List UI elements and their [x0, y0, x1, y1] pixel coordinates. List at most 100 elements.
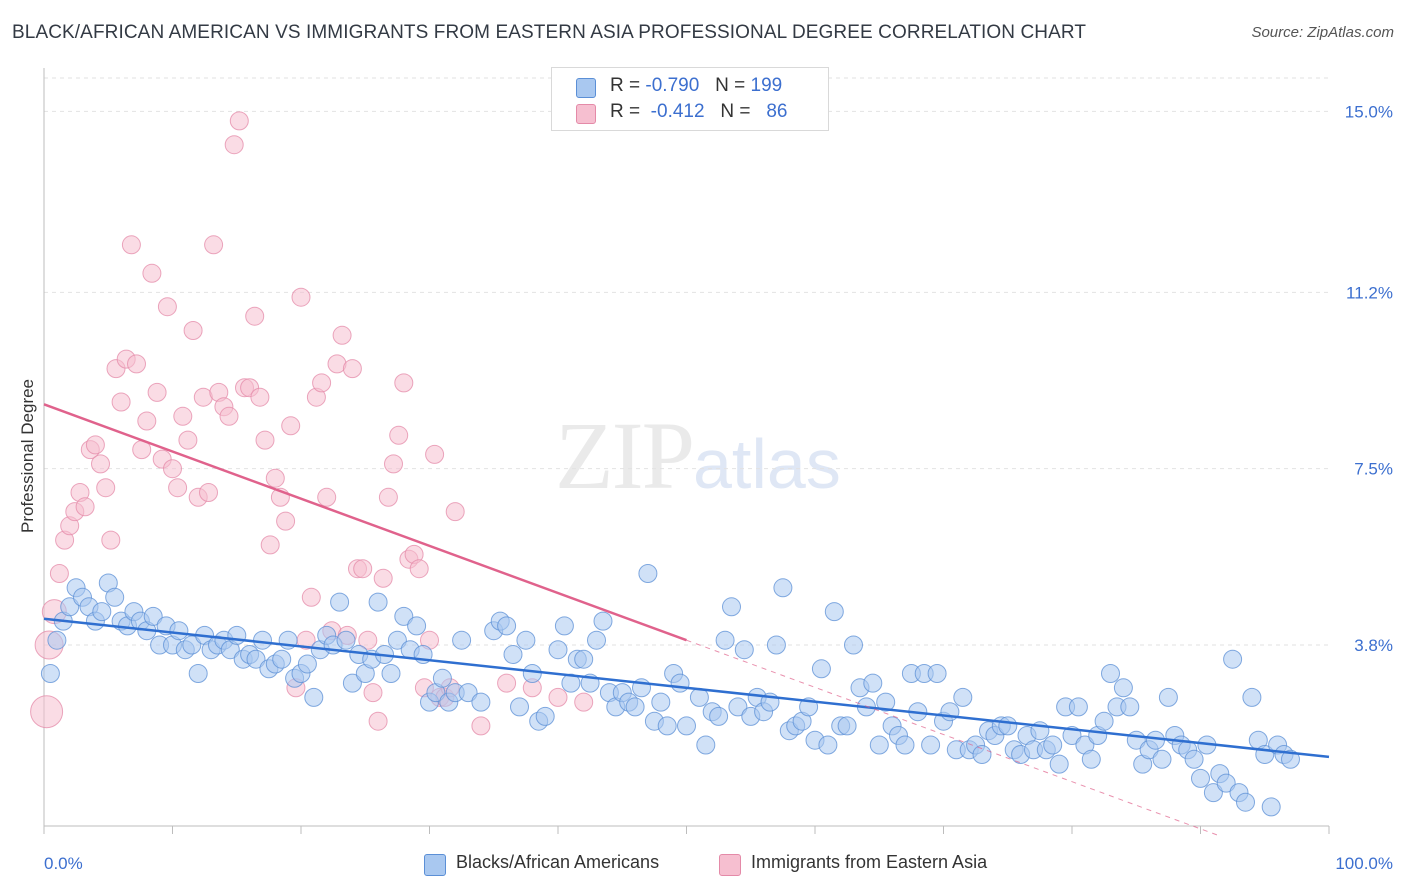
blue-point: [342, 673, 362, 693]
blue-point: [734, 640, 754, 660]
n-value-blue: 199: [750, 75, 783, 96]
blue-point: [458, 683, 478, 703]
blue-point: [593, 611, 613, 631]
blue-point: [60, 597, 80, 617]
blue-point: [715, 630, 735, 650]
pink-point: [471, 716, 491, 736]
pink-point: [332, 325, 352, 345]
blue-point: [1216, 773, 1236, 793]
blue-point: [272, 649, 292, 669]
pink-point: [291, 287, 311, 307]
pink-point: [260, 535, 280, 555]
blue-point: [381, 664, 401, 683]
pink-point: [255, 430, 275, 450]
blue-point: [1184, 749, 1204, 769]
pink-point: [245, 306, 265, 326]
blue-point: [818, 735, 838, 755]
pink-point: [96, 478, 116, 498]
pink-point: [224, 135, 244, 155]
blue-swatch: [576, 78, 596, 98]
blue-point: [766, 635, 786, 655]
pink-point: [199, 483, 218, 502]
pink-point: [91, 454, 110, 474]
blue-point: [47, 630, 67, 650]
r-label: R =: [610, 75, 641, 96]
pink-point: [342, 359, 362, 379]
y-tick-label: 11.2%: [1346, 283, 1393, 302]
blue-point: [407, 616, 427, 636]
y-tick-label: 3.8%: [1354, 636, 1393, 655]
blue-point: [246, 649, 266, 669]
blue-point: [1191, 768, 1210, 788]
pink-point: [137, 411, 157, 431]
pink-point: [75, 497, 95, 517]
blue-point: [651, 692, 671, 712]
blue-point: [1281, 749, 1300, 769]
legend-swatch-pink: [719, 854, 741, 876]
pink-point: [127, 354, 146, 374]
legend-label-pink: Immigrants from Eastern Asia: [751, 852, 988, 872]
x-tick-label-max: 100.0%: [1335, 854, 1393, 873]
pink-point: [363, 683, 383, 703]
blue-point: [297, 654, 317, 674]
blue-point: [304, 687, 324, 707]
blue-point: [169, 621, 189, 641]
pink-point: [497, 673, 517, 693]
pink-trend-line: [43, 403, 687, 642]
blue-point: [728, 697, 748, 717]
blue-point: [638, 564, 658, 583]
pink-point: [394, 373, 414, 393]
blue-point: [657, 716, 677, 736]
stats-box: R = -0.790 N = 199 R = -0.412 N = 86: [551, 67, 829, 131]
blue-point: [921, 735, 941, 755]
pink-point: [358, 630, 378, 650]
n-value-pink: 86: [766, 101, 788, 122]
blue-point: [432, 668, 452, 688]
stats-text-blue: R = -0.790 N = 199: [610, 75, 782, 97]
blue-point: [452, 630, 472, 650]
pink-point: [204, 235, 224, 255]
blue-point: [1113, 678, 1133, 698]
blue-point: [561, 673, 581, 693]
pink-point: [265, 468, 285, 488]
pink-point: [121, 235, 141, 255]
blue-point: [182, 635, 202, 655]
n-label: N =: [715, 75, 746, 96]
pink-point: [384, 454, 403, 474]
blue-point: [1236, 792, 1255, 812]
blue-point: [953, 687, 973, 707]
r-label: R =: [610, 101, 641, 122]
source-label: Source: ZipAtlas.com: [1251, 24, 1394, 41]
pink-point: [178, 430, 198, 450]
blue-point: [1043, 735, 1063, 755]
blue-point: [522, 664, 542, 683]
pink-point: [183, 321, 203, 340]
blue-point: [40, 664, 60, 683]
pink-point: [574, 692, 594, 712]
pink-point: [157, 297, 177, 317]
blue-point: [863, 673, 883, 693]
blue-point: [824, 602, 844, 622]
blue-point: [1203, 783, 1223, 803]
blue-point: [497, 616, 517, 636]
legend: Blacks/African Americans Immigrants from…: [0, 852, 1406, 876]
pink-point: [368, 711, 388, 731]
r-value-blue: -0.790: [645, 75, 700, 96]
blue-point: [677, 716, 696, 736]
blue-point: [92, 602, 112, 622]
blue-point: [1081, 749, 1101, 769]
blue-point: [1152, 749, 1172, 769]
pink-point: [85, 435, 105, 455]
pink-point: [409, 559, 429, 579]
pink-point: [147, 382, 167, 402]
pink-point: [378, 487, 398, 507]
blue-point: [1261, 797, 1281, 817]
blue-point: [105, 587, 125, 607]
blue-point: [535, 706, 555, 726]
blue-point: [709, 706, 729, 726]
y-axis-label: Professional Degree: [18, 378, 37, 534]
blue-point: [1158, 687, 1178, 707]
pink-point: [163, 459, 182, 479]
pink-point: [445, 502, 465, 522]
blue-point: [927, 664, 947, 683]
